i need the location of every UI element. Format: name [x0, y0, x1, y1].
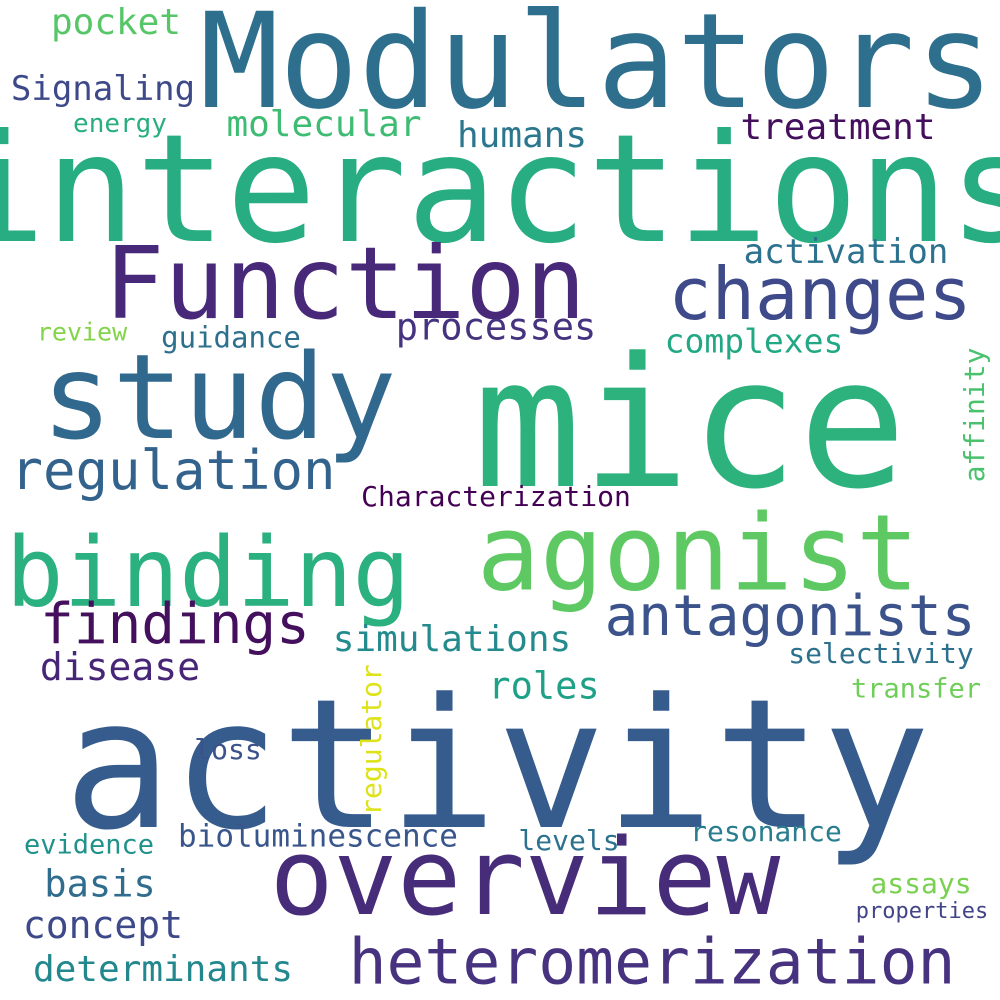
word-heteromerization: heteromerization — [348, 925, 956, 999]
word-activity: activity — [63, 661, 931, 870]
word-assays: assays — [870, 867, 972, 900]
word-roles: roles — [488, 664, 600, 708]
word-function: Function — [104, 225, 586, 342]
word-determinants: determinants — [32, 949, 294, 990]
word-transfer: transfer — [850, 673, 982, 705]
word-pocket: pocket — [50, 2, 182, 43]
word-properties: properties — [855, 899, 989, 924]
word-activation: activation — [743, 232, 949, 272]
word-resonance: resonance — [690, 815, 842, 848]
word-treatment: treatment — [740, 107, 936, 148]
word-overview: overview — [269, 816, 781, 939]
word-complexes: complexes — [664, 321, 844, 361]
word-loss: loss — [194, 733, 262, 766]
word-regulator: regulator — [355, 664, 388, 816]
word-basis: basis — [44, 862, 156, 906]
word-evidence: evidence — [23, 829, 155, 861]
word-binding: binding — [5, 517, 411, 629]
word-disease: disease — [39, 645, 201, 689]
word-levels: levels — [518, 824, 620, 857]
word-characterization: Characterization — [361, 480, 631, 513]
word-humans: humans — [456, 115, 588, 156]
word-findings: findings — [40, 592, 310, 657]
word-guidance: guidance — [161, 320, 301, 355]
word-concept: concept — [22, 903, 184, 947]
word-energy: energy — [73, 109, 167, 139]
word-modulators: Modulators — [199, 0, 995, 139]
word-agonist: agonist — [476, 492, 920, 615]
word-simulations: simulations — [332, 619, 572, 660]
word-review: review — [36, 317, 128, 347]
word-study: study — [41, 328, 397, 466]
word-mice: mice — [473, 320, 907, 529]
word-bioluminescence: bioluminescence — [178, 818, 458, 855]
word-selectivity: selectivity — [788, 637, 974, 670]
word-regulation: regulation — [10, 439, 336, 502]
word-signaling: Signaling — [10, 69, 196, 109]
word-processes: processes — [395, 305, 597, 349]
word-affinity: affinity — [958, 347, 991, 483]
word-antagonists: antagonists — [604, 584, 976, 649]
word-changes: changes — [668, 252, 972, 336]
word-molecular: molecular — [226, 104, 422, 145]
word-interactions: interactions — [0, 103, 1000, 277]
